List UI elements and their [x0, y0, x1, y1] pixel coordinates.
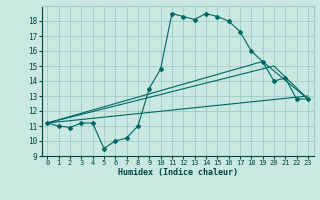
X-axis label: Humidex (Indice chaleur): Humidex (Indice chaleur) [118, 168, 237, 177]
